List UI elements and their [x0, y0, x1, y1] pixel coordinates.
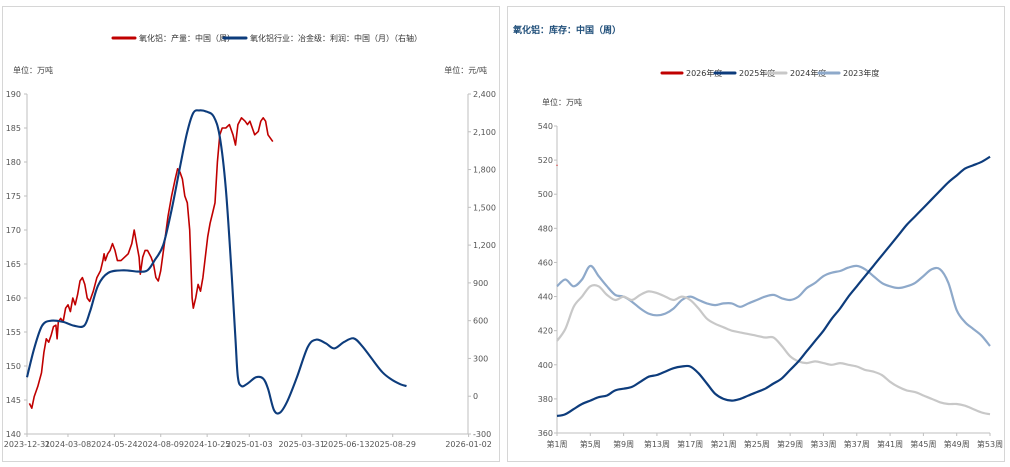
right-y-tick-label: 1,500	[473, 203, 496, 212]
series-line	[25, 109, 407, 415]
y-tick-label: 380	[538, 395, 553, 404]
x-tick-label: 第53周	[977, 439, 1003, 449]
right-y-tick-label: 1,800	[473, 166, 496, 175]
production-profit-chart-panel: 140 145 150 155 160 165 170 175 180 185 190 -300 0 30…	[2, 6, 500, 462]
left-y-tick-label: 180	[6, 158, 21, 167]
right-y-tick-label: 1,200	[473, 241, 496, 250]
x-tick-label: 第13周	[644, 439, 670, 449]
legend-label: 2026年度	[686, 68, 722, 78]
legend-label: 2024年度	[790, 68, 826, 78]
y-tick-label: 420	[538, 327, 553, 336]
x-tick-label: 第37周	[844, 439, 870, 449]
x-tick-label: 第49周	[944, 439, 970, 449]
x-tick-label: 第21周	[710, 439, 736, 449]
right-y-tick-label: 0	[473, 392, 478, 401]
right-y-tick-label: 300	[473, 354, 488, 363]
x-tick-label: 2024-10-25	[184, 440, 231, 449]
left-y-tick-label: 155	[6, 328, 21, 337]
x-tick-label: 2026-01-02	[445, 440, 492, 449]
y-tick-label: 520	[538, 156, 553, 165]
x-tick-label: 2024-08-09	[137, 440, 184, 449]
x-tick-label: 2023-12-31	[4, 440, 51, 449]
x-tick-label: 2024-03-08	[45, 440, 92, 449]
x-tick-label: 2025-03-31	[278, 440, 325, 449]
x-tick-label: 第29周	[777, 439, 803, 449]
series-line	[28, 117, 274, 409]
series-line	[556, 155, 991, 417]
x-tick-label: 2025-01-03	[226, 440, 273, 449]
left-y-tick-label: 190	[6, 90, 21, 99]
axis-unit: 单位：万吨	[542, 97, 582, 107]
y-tick-label: 440	[538, 293, 553, 302]
x-tick-label: 第41周	[877, 439, 903, 449]
left-y-tick-label: 140	[6, 430, 21, 439]
series-line	[556, 264, 991, 347]
inventory-chart: 氧化铝：库存：中国（周） 单位：万吨 360 380 400 420 440 460 480 50…	[512, 24, 1003, 449]
right-y-tick-label: 600	[473, 317, 488, 326]
x-tick-label: 2025-06-13	[323, 440, 370, 449]
left-y-tick-label: 170	[6, 226, 21, 235]
right-axis-unit: 单位：元/吨	[444, 65, 487, 75]
production-profit-chart: 140 145 150 155 160 165 170 175 180 185 190 -300 0 30…	[4, 33, 496, 449]
y-tick-label: 360	[538, 429, 553, 438]
x-tick-label: 2025-08-29	[369, 440, 416, 449]
x-tick-label: 第25周	[744, 439, 770, 449]
inventory-chart-panel: 氧化铝：库存：中国（周） 单位：万吨 360 380 400 420 440 460 480 50…	[507, 6, 1005, 462]
chart-title: 氧化铝：库存：中国（周）	[512, 24, 621, 36]
y-tick-label: 460	[538, 258, 553, 267]
legend-label: 氧化铝行业：冶金级：利润：中国（月）（右轴）	[250, 33, 422, 43]
x-tick-label: 第45周	[910, 439, 936, 449]
left-y-tick-label: 185	[6, 124, 21, 133]
legend-label: 2023年度	[843, 68, 879, 78]
legend-label: 氧化铝：产量：中国（周）	[139, 33, 235, 43]
right-y-tick-label: 900	[473, 279, 488, 288]
x-tick-label: 第17周	[677, 439, 703, 449]
right-y-tick-label: 2,100	[473, 128, 496, 137]
x-tick-label: 2024-05-24	[91, 440, 138, 449]
x-tick-label: 第5周	[580, 439, 601, 449]
left-axis-unit: 单位：万吨	[13, 65, 53, 75]
x-tick-label: 第1周	[546, 439, 567, 449]
left-y-tick-label: 165	[6, 260, 21, 269]
x-tick-label: 第9周	[613, 439, 634, 449]
left-y-tick-label: 160	[6, 294, 21, 303]
x-tick-label: 第33周	[810, 439, 836, 449]
left-y-tick-label: 175	[6, 192, 21, 201]
y-tick-label: 400	[538, 361, 553, 370]
left-y-tick-label: 145	[6, 396, 21, 405]
right-y-tick-label: -300	[473, 430, 491, 439]
series-line	[556, 284, 991, 416]
y-tick-label: 540	[538, 122, 553, 131]
y-tick-label: 500	[538, 190, 553, 199]
series-point	[556, 164, 558, 166]
right-y-tick-label: 2,400	[473, 90, 496, 99]
legend-label: 2025年度	[739, 68, 775, 78]
left-y-tick-label: 150	[6, 362, 21, 371]
y-tick-label: 480	[538, 224, 553, 233]
